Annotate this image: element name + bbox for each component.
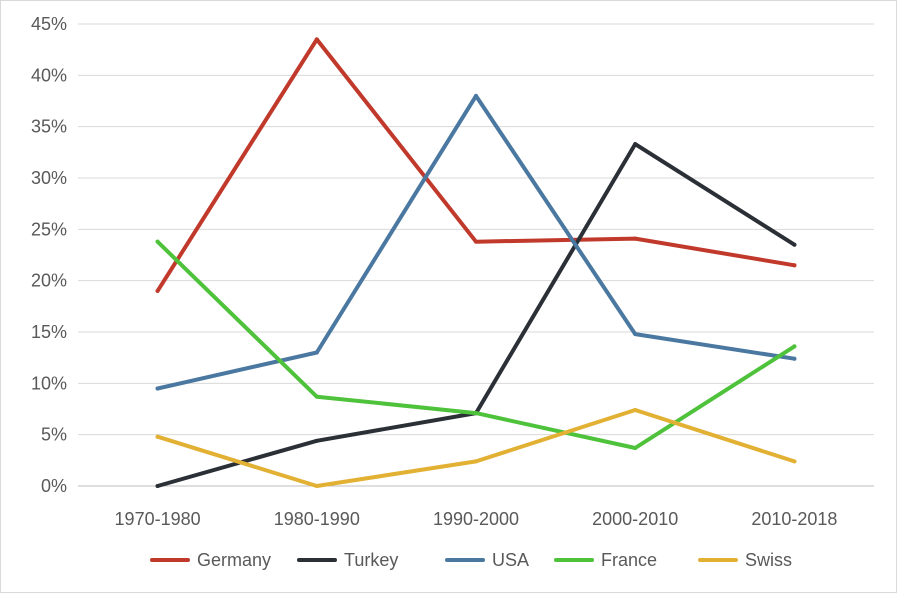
data-point-turkey <box>792 242 797 247</box>
data-point-france <box>155 239 160 244</box>
data-point-swiss <box>474 459 478 464</box>
data-point-swiss <box>155 434 160 439</box>
series-line-germany <box>155 37 797 293</box>
y-axis-ticks: 0% 5% 10% 15% 20% 25% 30% 35% 40% 45% <box>31 14 67 496</box>
y-tick-label: 25% <box>31 219 67 239</box>
gridlines <box>78 23 874 487</box>
legend-label: USA <box>492 550 529 570</box>
data-point-germany <box>155 288 160 293</box>
data-point-france <box>633 446 638 451</box>
x-tick-label: 2000-2010 <box>592 509 678 529</box>
data-point-usa <box>474 93 478 98</box>
y-tick-label: 30% <box>31 168 67 188</box>
legend-item-usa: USA <box>445 550 529 570</box>
data-point-turkey <box>314 438 319 443</box>
legend-label: Swiss <box>745 550 792 570</box>
data-point-germany <box>314 37 319 42</box>
data-point-france <box>474 411 478 416</box>
data-point-swiss <box>633 408 638 413</box>
x-tick-label: 1970-1980 <box>115 509 201 529</box>
legend-item-germany: Germany <box>150 550 271 570</box>
data-point-france <box>792 344 797 349</box>
series-line-swiss <box>155 408 797 488</box>
y-tick-label: 20% <box>31 271 67 291</box>
data-point-usa <box>155 386 160 391</box>
data-point-germany <box>474 239 478 244</box>
data-point-swiss <box>792 459 797 464</box>
data-point-swiss <box>314 484 319 488</box>
legend-item-turkey: Turkey <box>297 550 398 570</box>
series-lines <box>155 37 797 488</box>
x-tick-label: 1980-1990 <box>274 509 360 529</box>
data-point-france <box>314 394 319 399</box>
legend-label: Germany <box>197 550 271 570</box>
y-tick-label: 10% <box>31 373 67 393</box>
y-tick-label: 45% <box>31 14 67 34</box>
y-tick-label: 15% <box>31 322 67 342</box>
y-tick-label: 5% <box>41 425 67 445</box>
legend-item-france: France <box>554 550 657 570</box>
data-point-turkey <box>633 142 638 147</box>
x-tick-label: 2010-2018 <box>751 509 837 529</box>
y-tick-label: 40% <box>31 65 67 85</box>
data-point-usa <box>792 356 797 361</box>
legend: Germany Turkey USA France Swiss <box>150 550 792 570</box>
data-point-germany <box>633 236 638 241</box>
y-tick-label: 0% <box>41 476 67 496</box>
y-tick-label: 35% <box>31 117 67 137</box>
legend-label: Turkey <box>344 550 398 570</box>
data-point-usa <box>633 332 638 337</box>
legend-item-swiss: Swiss <box>698 550 792 570</box>
data-point-germany <box>792 263 797 268</box>
x-axis-ticks: 1970-1980 1980-1990 1990-2000 2000-2010 2010… <box>115 509 838 529</box>
data-point-usa <box>314 350 319 355</box>
legend-label: France <box>601 550 657 570</box>
data-point-turkey <box>155 484 160 488</box>
x-tick-label: 1990-2000 <box>433 509 519 529</box>
